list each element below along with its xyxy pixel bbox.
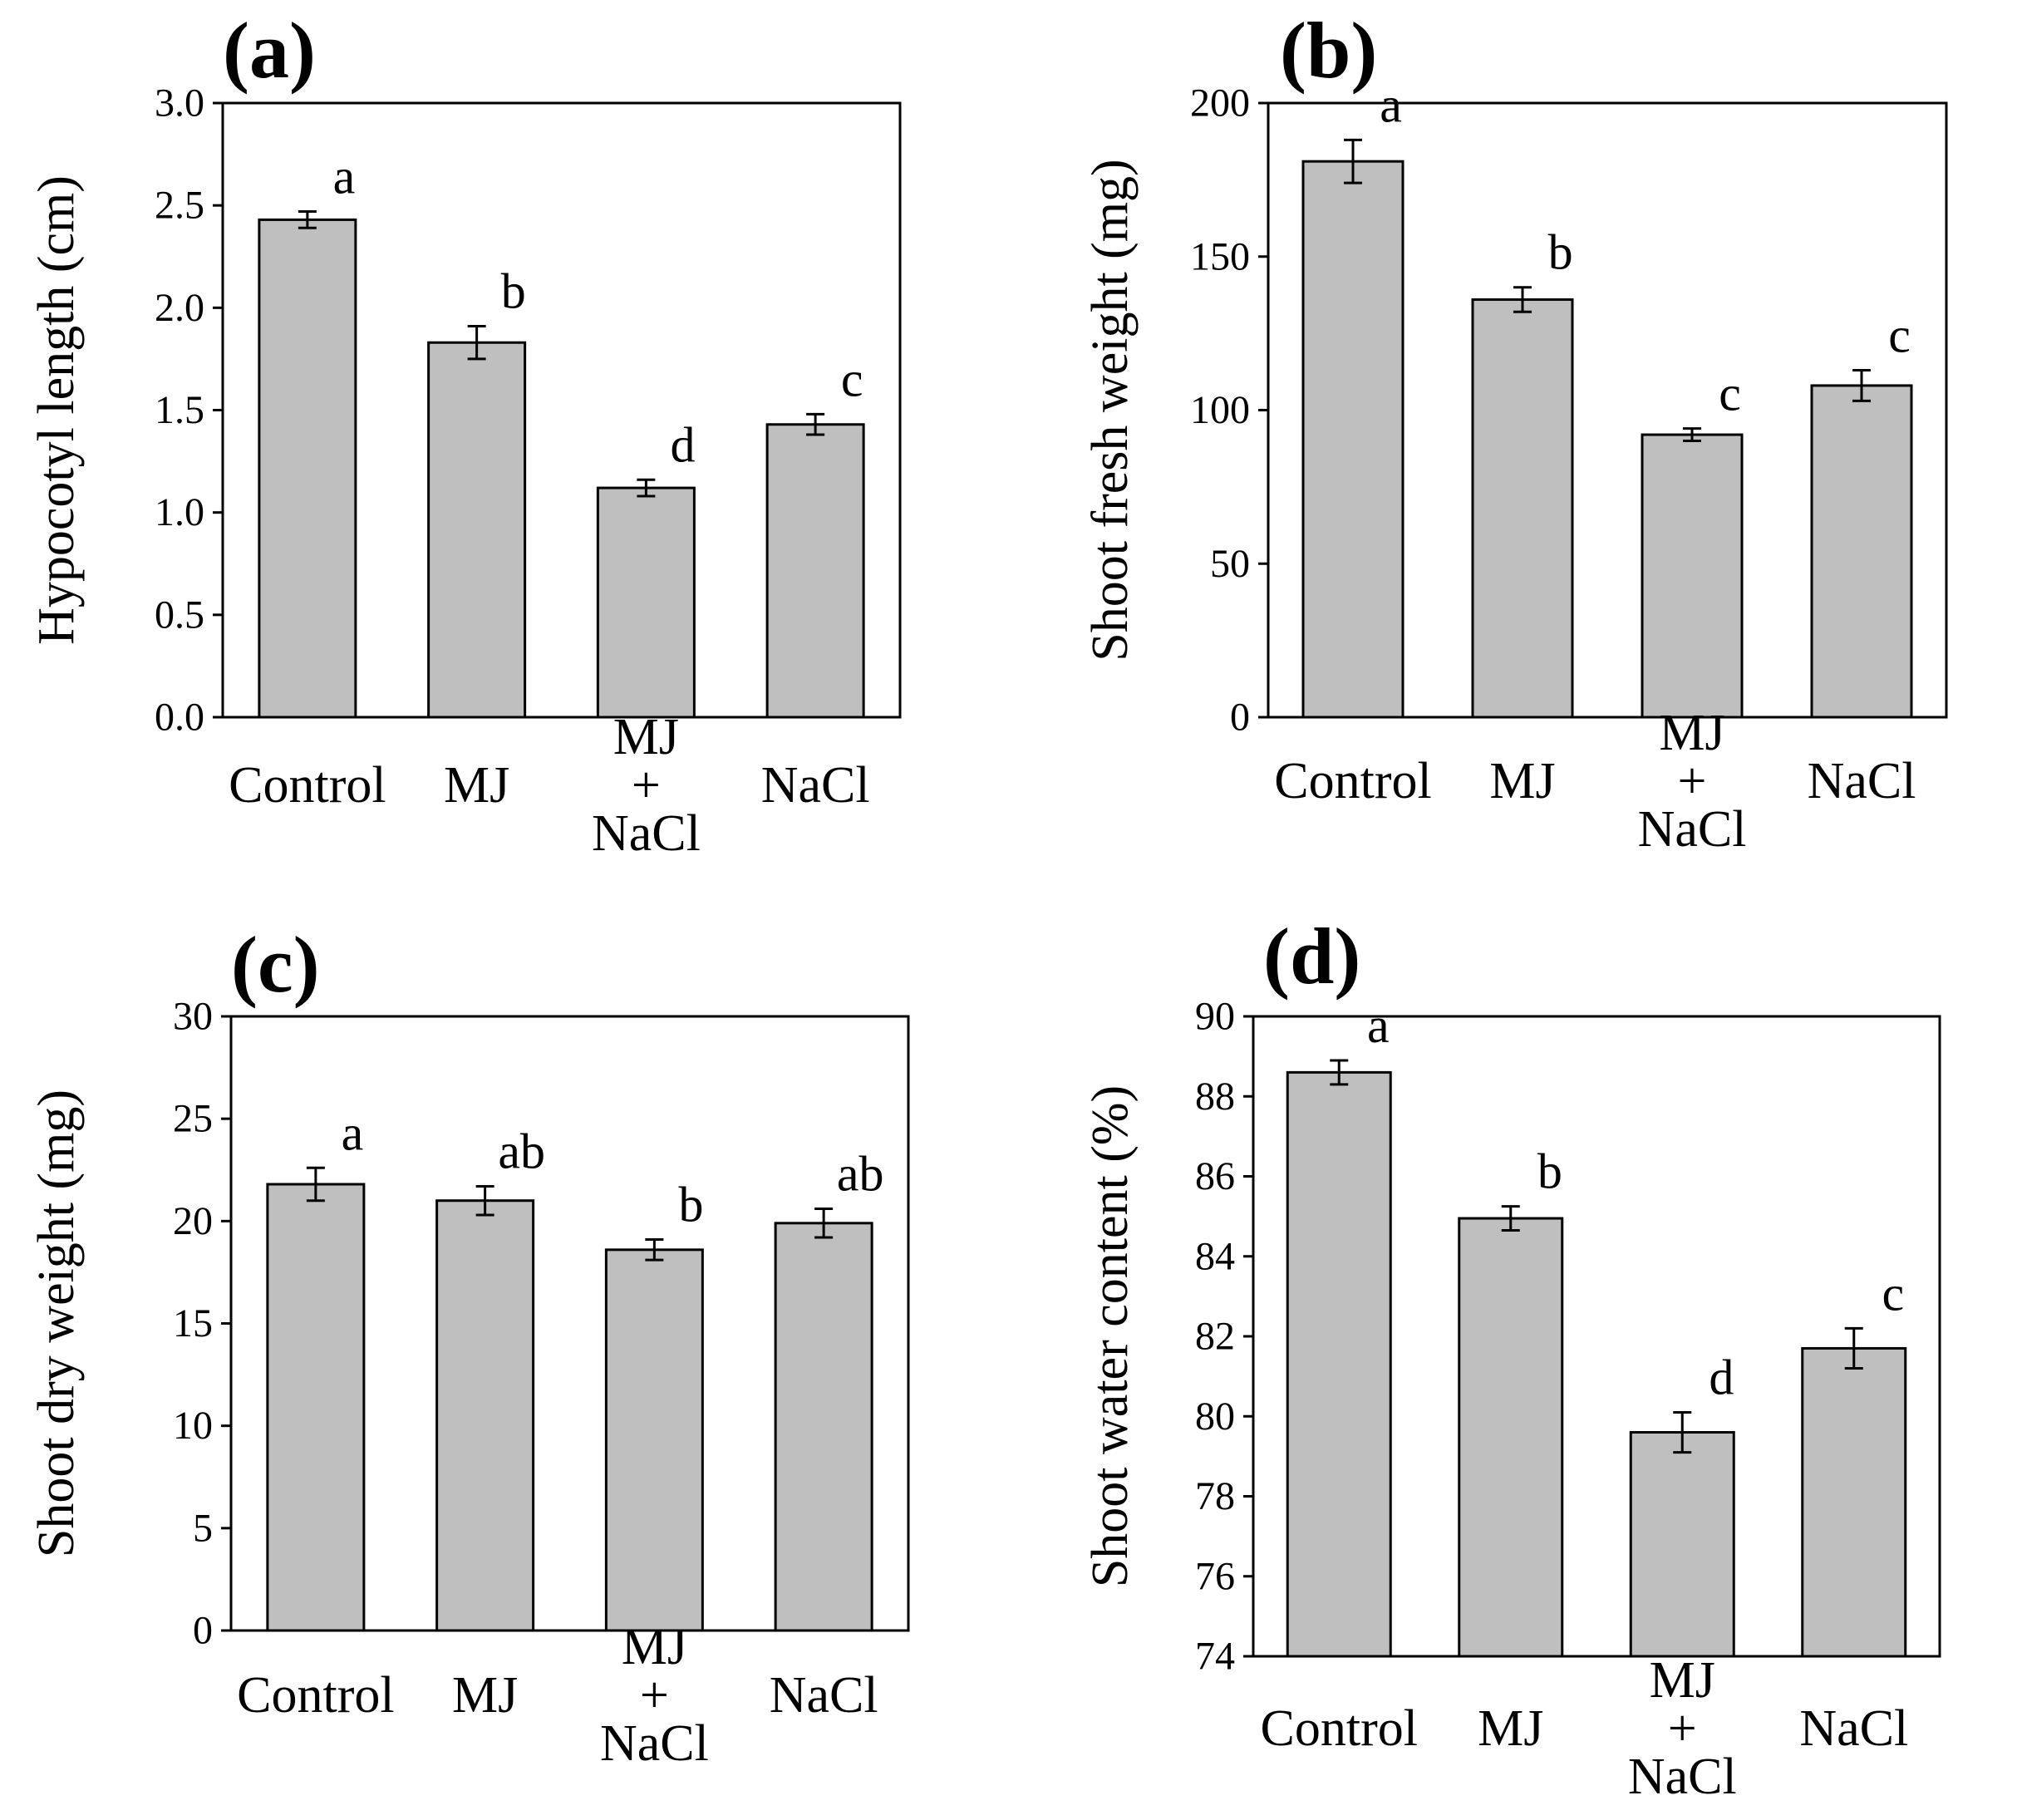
panel-d: (d) Shoot water content (%) 74 76 78 80 82 84… [1082,912,1941,1805]
panel-b: (b) Shoot fresh weight (mg) 0 50 100 150 200… [1082,6,1948,858]
panel-a: (a) Hypocotyl length (cm) 0.0 0.5 1.0 1.5 2.… [28,6,902,862]
significance-letter: a [342,1105,364,1160]
significance-letter: a [1367,998,1390,1053]
significance-letter: c [1888,307,1911,362]
y-tick-label: 88 [1195,1075,1235,1119]
panel-label: (c) [231,920,320,1009]
y-tick-label: 2.0 [155,286,204,330]
y-tick-label: 2.5 [155,184,204,228]
category-label: MJ [1650,1652,1715,1709]
y-tick-label: 86 [1195,1154,1235,1198]
bar [1629,1431,1735,1658]
y-axis-label: Shoot fresh weight (mg) [1082,159,1139,661]
y-tick-label: 50 [1210,542,1250,586]
y-axis-label: Hypocotyl length (cm) [28,175,85,645]
category-label: NaCl [770,1667,878,1724]
bar [1471,298,1574,719]
y-tick-label: 82 [1195,1315,1235,1359]
y-tick-label: 15 [173,1301,213,1345]
significance-letter: a [333,150,356,204]
bar [1641,433,1744,719]
panel-label: (b) [1280,6,1377,95]
panel-label: (a) [223,6,316,95]
y-axis-label: Shoot dry weight (mg) [28,1090,85,1557]
significance-letter: d [670,417,695,472]
significance-letter: b [1548,225,1573,280]
panel-label: (d) [1263,912,1360,1001]
category-label: Control [237,1667,394,1724]
significance-letter: c [1882,1266,1905,1321]
category-label: NaCl [1799,1700,1908,1757]
y-tick-label: 100 [1190,388,1250,432]
category-label: + [632,757,661,814]
category-label: + [1678,753,1707,809]
category-label: MJ [444,757,509,814]
significance-letter: ab [498,1124,545,1178]
significance-letter: d [1709,1350,1734,1404]
category-label: NaCl [761,757,870,814]
category-label: MJ [622,1619,687,1675]
significance-letter: b [501,264,526,319]
y-tick-label: 84 [1195,1234,1235,1278]
bar [266,1183,366,1632]
significance-letter: c [841,352,863,406]
y-tick-label: 10 [173,1404,213,1448]
category-label: NaCl [1628,1749,1737,1805]
bar [1810,384,1913,719]
category-label: MJ [1489,753,1555,809]
y-tick-label: 150 [1190,234,1250,278]
category-label: Control [1261,1700,1418,1757]
category-label: MJ [613,709,679,765]
y-tick-label: 3.0 [155,81,204,125]
category-label: NaCl [1638,801,1747,858]
y-tick-label: 30 [173,995,213,1039]
category-label: + [640,1667,669,1724]
significance-letter: b [1537,1144,1562,1199]
bar [1801,1346,1907,1658]
category-label: Control [229,757,386,814]
bar [596,486,696,719]
y-tick-label: 0 [193,1609,213,1653]
y-axis-label: Shoot water content (%) [1082,1085,1139,1587]
y-tick-label: 0.5 [155,593,204,637]
y-tick-label: 74 [1195,1635,1235,1679]
bar [1286,1070,1392,1658]
y-tick-label: 25 [173,1097,213,1141]
category-label: MJ [452,1667,518,1724]
bar [765,423,865,719]
panel-c: (c) Shoot dry weight (mg) 0 5 10 15 20 25 30 a C… [28,920,910,1772]
significance-letter: a [1380,77,1402,132]
y-tick-label: 76 [1195,1554,1235,1598]
bar [1458,1217,1564,1658]
bar [435,1199,535,1632]
category-label: NaCl [1808,753,1916,809]
category-label: Control [1274,753,1431,809]
y-tick-label: 1.0 [155,490,204,534]
significance-letter: c [1719,366,1741,421]
y-tick-label: 90 [1195,995,1235,1039]
category-label: MJ [1659,705,1724,761]
category-label: + [1668,1700,1697,1757]
category-label: NaCl [592,805,701,862]
y-tick-label: 5 [193,1506,213,1550]
significance-letter: b [678,1178,703,1232]
y-tick-label: 80 [1195,1395,1235,1439]
y-tick-label: 78 [1195,1474,1235,1518]
y-tick-label: 20 [173,1199,213,1243]
bar [774,1222,873,1632]
significance-letter: ab [837,1147,884,1202]
y-tick-label: 200 [1190,81,1250,125]
y-tick-label: 1.5 [155,388,204,432]
bar [604,1248,704,1632]
bar [427,341,527,719]
bar [1301,160,1405,719]
y-tick-label: 0.0 [155,696,204,740]
bar [258,218,357,719]
category-label: MJ [1478,1700,1543,1757]
category-label: NaCl [600,1715,709,1772]
y-tick-label: 0 [1230,696,1250,740]
